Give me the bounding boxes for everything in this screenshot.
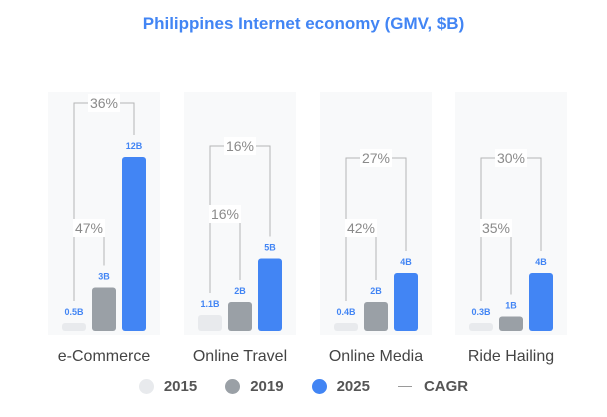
value-label-online-media-2019: 2B xyxy=(370,286,382,296)
cagr-label-outer-e-commerce: 36% xyxy=(90,95,118,111)
cagr-label-inner-ride-hailing: 35% xyxy=(482,220,510,236)
cagr-label-inner-online-travel: 16% xyxy=(211,206,239,222)
cagr-label-bg-inner-e-commerce xyxy=(73,219,105,237)
cagr-label-bg-outer-online-travel xyxy=(224,137,256,155)
bar-online-travel-2015 xyxy=(198,315,222,331)
legend-label-cagr: CAGR xyxy=(423,378,469,395)
bar-ride-hailing-2025 xyxy=(529,273,553,331)
legend-item-2015: 2015 xyxy=(138,378,198,395)
value-label-ride-hailing-2015: 0.3B xyxy=(471,307,491,317)
value-label-ride-hailing-2025: 4B xyxy=(535,257,547,267)
legend-item-2019: 2019 xyxy=(225,378,284,395)
value-label-e-commerce-2025: 12B xyxy=(126,141,143,151)
legend-swatch-2019 xyxy=(225,379,241,394)
bar-ride-hailing-2015 xyxy=(469,323,493,331)
legend-swatch-cagr xyxy=(397,386,412,387)
cagr-label-bg-inner-online-media xyxy=(345,219,377,237)
category-label-ride-hailing: Ride Hailing xyxy=(468,348,554,365)
category-label-e-commerce: e-Commerce xyxy=(58,348,151,365)
cagr-label-bg-inner-ride-hailing xyxy=(480,219,512,237)
legend-item-2025: 2025 xyxy=(311,378,370,395)
value-label-online-travel-2019: 2B xyxy=(234,286,246,296)
legend-swatch-2015 xyxy=(138,379,154,394)
legend-item-cagr: CAGR xyxy=(397,378,469,395)
cagr-label-outer-online-media: 27% xyxy=(362,150,390,166)
bar-e-commerce-2019 xyxy=(92,287,116,331)
legend-label-2015: 2015 xyxy=(163,378,198,395)
bar-ride-hailing-2019 xyxy=(499,316,523,331)
bar-e-commerce-2015 xyxy=(62,323,86,331)
legend-swatch-2025 xyxy=(311,379,327,394)
value-label-online-travel-2025: 5B xyxy=(264,243,276,253)
bar-online-travel-2025 xyxy=(258,258,282,331)
value-label-e-commerce-2015: 0.5B xyxy=(64,307,84,317)
value-label-online-media-2015: 0.4B xyxy=(336,307,356,317)
cagr-label-bg-outer-online-media xyxy=(360,149,392,167)
legend-label-2025: 2025 xyxy=(336,378,370,395)
cagr-label-inner-e-commerce: 47% xyxy=(75,220,103,236)
value-label-e-commerce-2019: 3B xyxy=(98,272,110,282)
cagr-label-bg-outer-ride-hailing xyxy=(495,149,527,167)
chart-title: Philippines Internet economy (GMV, $B) xyxy=(142,14,465,33)
category-label-online-media: Online Media xyxy=(329,348,423,365)
bar-e-commerce-2025 xyxy=(122,157,146,331)
bar-online-media-2019 xyxy=(364,302,388,331)
cagr-label-bg-inner-online-travel xyxy=(209,205,241,223)
value-label-online-travel-2015: 1.1B xyxy=(200,299,220,309)
cagr-label-bg-outer-e-commerce xyxy=(88,94,120,112)
cagr-label-outer-ride-hailing: 30% xyxy=(497,150,525,166)
legend-label-2019: 2019 xyxy=(250,378,284,395)
value-label-online-media-2025: 4B xyxy=(400,257,412,267)
bar-online-media-2025 xyxy=(394,273,418,331)
bar-online-travel-2019 xyxy=(228,302,252,331)
cagr-label-outer-online-travel: 16% xyxy=(226,138,254,154)
cagr-label-inner-online-media: 42% xyxy=(347,220,375,236)
category-label-online-travel: Online Travel xyxy=(193,348,287,365)
value-label-ride-hailing-2019: 1B xyxy=(505,301,517,311)
legend: 2015 2019 2025 CAGR xyxy=(0,378,607,395)
bar-online-media-2015 xyxy=(334,323,358,331)
